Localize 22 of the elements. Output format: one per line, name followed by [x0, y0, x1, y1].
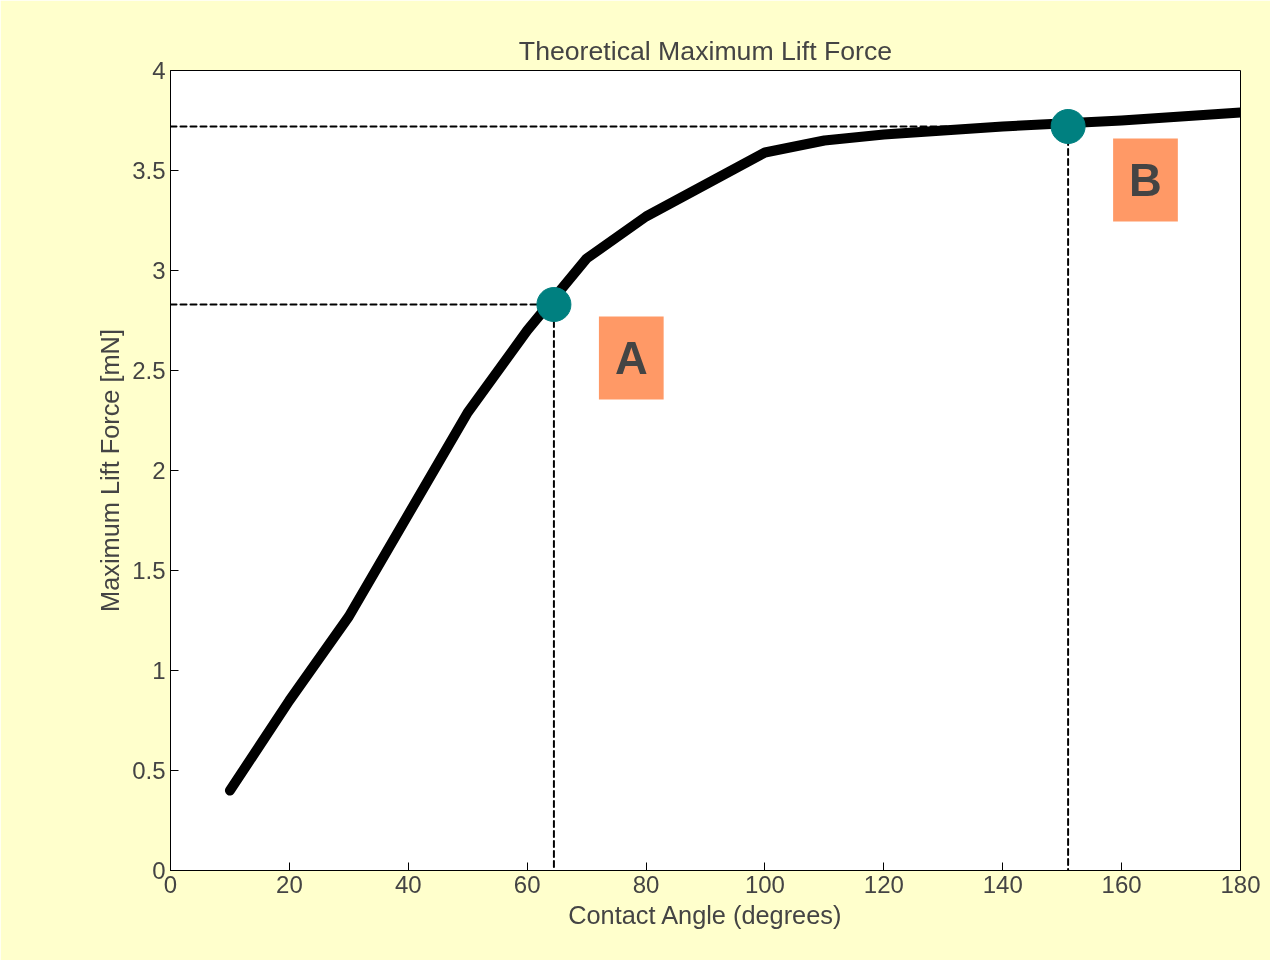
x-tick-label: 40 [394, 870, 422, 898]
y-tick-label: 3 [152, 257, 166, 284]
x-tick-label: 20 [276, 870, 303, 898]
x-tick-label: 120 [863, 870, 904, 898]
y-tick-label: 2 [152, 457, 166, 484]
y-tick-label: 1.5 [132, 557, 166, 584]
x-tick-label: 100 [744, 870, 785, 898]
x-tick-label: 60 [513, 870, 541, 898]
x-axis-title: Contact Angle (degrees) [568, 900, 842, 929]
x-tick-label: 180 [1220, 870, 1261, 898]
y-tick-label: 4 [152, 57, 166, 84]
x-tick-label: 140 [982, 870, 1023, 898]
chart-title: Theoretical Maximum Lift Force [518, 35, 893, 66]
x-tick-label: 160 [1101, 870, 1142, 898]
y-tick-label: 1 [152, 657, 166, 684]
y-tick-label: 0.5 [132, 757, 166, 784]
y-tick-label: 3.5 [132, 157, 166, 184]
x-tick-label: 80 [632, 870, 660, 898]
annotation: A [614, 332, 648, 384]
annotation: B [1129, 154, 1162, 206]
y-axis-title: Maximum Lift Force [mN] [96, 329, 125, 612]
y-tick-label: 2.5 [132, 357, 166, 384]
